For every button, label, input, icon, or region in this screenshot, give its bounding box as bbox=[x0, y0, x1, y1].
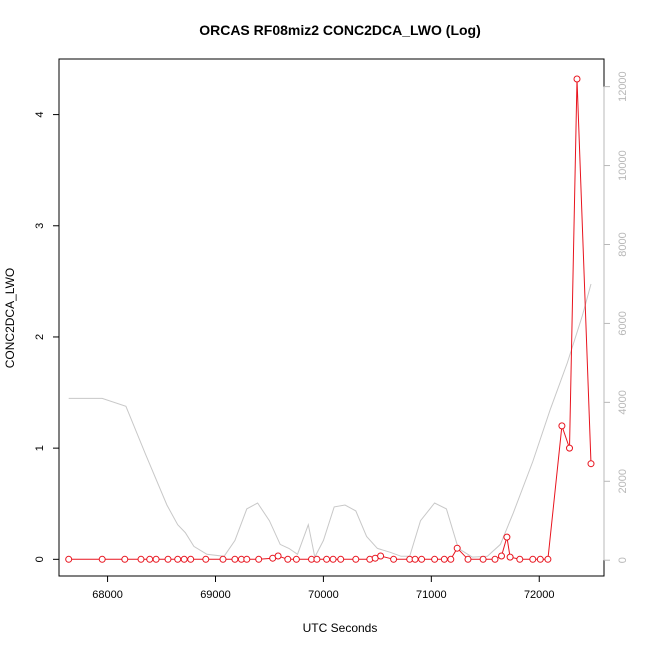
x-tick-label: 70000 bbox=[308, 589, 339, 601]
series-0-point bbox=[516, 555, 524, 563]
series-0-point bbox=[587, 460, 595, 468]
series-1-line bbox=[68, 283, 592, 559]
series-0-point bbox=[65, 555, 73, 563]
series-0-point bbox=[202, 555, 210, 563]
x-tick-label: 71000 bbox=[416, 589, 447, 601]
series-0-point bbox=[558, 422, 566, 430]
y2-tick-label: 10000 bbox=[617, 150, 629, 181]
series-0-point bbox=[313, 555, 321, 563]
y-tick-label: 3 bbox=[34, 223, 46, 229]
series-0-point bbox=[464, 555, 472, 563]
series-0-point bbox=[219, 555, 227, 563]
y-axis-label: CONC2DCA_LWO bbox=[3, 268, 17, 368]
series-0-point bbox=[440, 555, 448, 563]
series-0-point bbox=[274, 552, 282, 560]
series-0-point bbox=[411, 555, 419, 563]
y2-axis: 0 2000 4000 6000 8000 10000 12000 bbox=[603, 71, 629, 563]
y2-tick-label: 12000 bbox=[617, 71, 629, 102]
series-0-point bbox=[544, 555, 552, 563]
y-tick-label: 2 bbox=[34, 334, 46, 340]
series-0-point bbox=[566, 444, 573, 452]
series-0-point bbox=[329, 555, 337, 563]
series-0-point bbox=[352, 555, 360, 563]
plot-frame bbox=[58, 58, 605, 577]
series-0-point bbox=[536, 555, 544, 563]
series-0-point bbox=[323, 555, 331, 563]
series-0-point bbox=[152, 555, 160, 563]
series-0-point bbox=[418, 555, 426, 563]
y2-tick-label: 8000 bbox=[617, 232, 629, 256]
y2-tick-label: 2000 bbox=[617, 469, 629, 493]
series-0-point bbox=[479, 555, 487, 563]
series-0-point bbox=[164, 555, 172, 563]
series-0-point bbox=[98, 555, 106, 563]
y2-tick-label: 6000 bbox=[617, 311, 629, 335]
series-0-point bbox=[447, 555, 455, 563]
series-0-point bbox=[506, 553, 514, 561]
series-0-point bbox=[146, 555, 154, 563]
series-0-point bbox=[573, 75, 581, 83]
series-0-point bbox=[121, 555, 129, 563]
chart-title: ORCAS RF08miz2 CONC2DCA_LWO (Log) bbox=[199, 22, 481, 38]
series-0-point bbox=[529, 555, 537, 563]
series-0-point bbox=[187, 555, 195, 563]
y-axis: 0 1 2 3 4 bbox=[34, 112, 60, 562]
series-0-point bbox=[243, 555, 251, 563]
series-layer bbox=[65, 75, 595, 563]
x-axis: 68000 69000 70000 71000 72000 bbox=[92, 575, 555, 601]
y-tick-label: 4 bbox=[34, 112, 46, 118]
series-0-point bbox=[137, 555, 145, 563]
series-0-point bbox=[498, 552, 505, 560]
series-0-point bbox=[431, 555, 439, 563]
series-0-point bbox=[337, 555, 345, 563]
series-0-point bbox=[390, 555, 398, 563]
series-0-line bbox=[68, 78, 592, 560]
series-0-point bbox=[284, 555, 292, 563]
y2-tick-label: 0 bbox=[617, 557, 629, 563]
y-tick-label: 0 bbox=[34, 556, 46, 562]
series-0-point bbox=[174, 555, 182, 563]
series-0-point bbox=[491, 555, 499, 563]
x-axis-label: UTC Seconds bbox=[303, 621, 378, 635]
x-tick-label: 68000 bbox=[92, 589, 123, 601]
y-tick-label: 1 bbox=[34, 445, 46, 451]
series-0-point bbox=[180, 555, 188, 563]
x-tick-label: 69000 bbox=[200, 589, 231, 601]
y2-tick-label: 4000 bbox=[617, 390, 629, 414]
x-tick-label: 72000 bbox=[524, 589, 555, 601]
series-0-point bbox=[453, 544, 461, 552]
series-0-point bbox=[292, 555, 300, 563]
series-0-point bbox=[503, 533, 511, 541]
series-0-point bbox=[231, 555, 239, 563]
series-0-point bbox=[377, 552, 385, 560]
series-0-point bbox=[255, 555, 263, 563]
